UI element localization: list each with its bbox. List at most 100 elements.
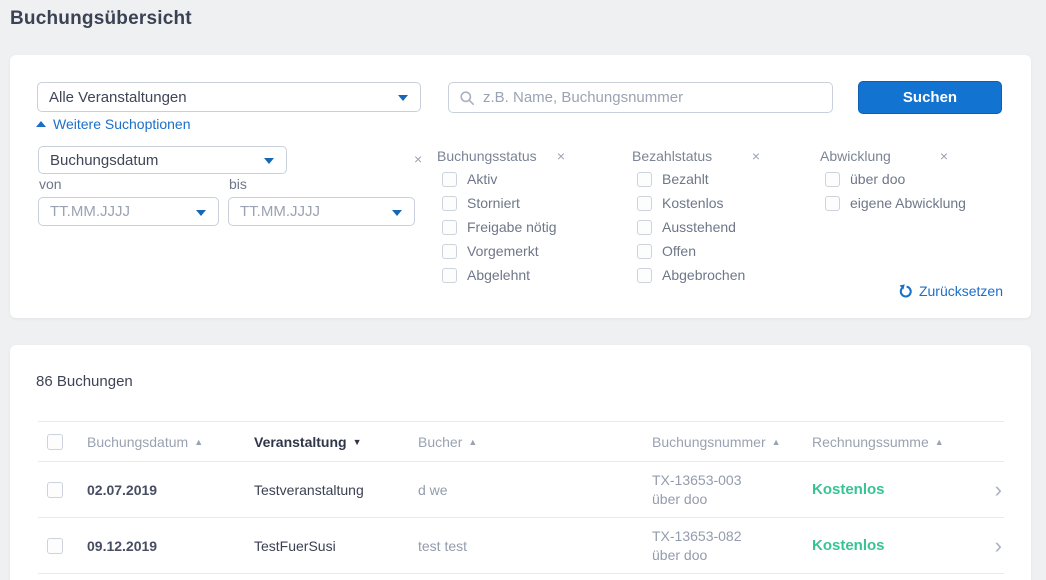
date-to-field[interactable] [228,197,415,226]
checkbox-icon[interactable] [442,267,457,283]
search-button[interactable]: Suchen [858,81,1002,114]
checkbox-icon[interactable] [442,219,457,235]
date-from-field[interactable] [38,197,219,226]
filter-group-title: Abwicklung [820,148,891,164]
search-box[interactable] [448,82,833,113]
checkbox-label: Abgebrochen [662,267,746,283]
date-from-label: von [39,176,62,192]
checkbox-icon[interactable] [637,219,652,235]
sort-up-icon: ▲ [468,436,478,447]
checkbox-ausstehend[interactable]: Ausstehend [632,215,760,239]
row-checkbox[interactable] [47,537,63,554]
checkbox-icon[interactable] [442,195,457,211]
bookings-table: Buchungsdatum ▲ Veranstaltung ▼ Bucher ▲… [38,421,1004,574]
checkbox-icon[interactable] [825,171,840,187]
more-search-options-label: Weitere Suchoptionen [53,116,191,132]
page-title: Buchungsübersicht [10,8,192,29]
checkbox-icon[interactable] [637,267,652,283]
booking-number-via: über doo [652,546,708,563]
reset-icon [899,283,912,297]
search-icon [460,90,474,105]
chevron-down-icon [196,209,206,216]
bookings-panel: 86 Buchungen Buchungsdatum ▲ Veranstaltu… [10,345,1031,580]
sort-up-icon: ▲ [934,436,944,447]
checkbox-label: Storniert [467,195,520,211]
booking-number: TX-13653-003 über doo [652,462,742,517]
checkbox-offen[interactable]: Offen [632,239,760,263]
checkbox-icon[interactable] [825,195,840,211]
checkbox-ueber-doo[interactable]: über doo [820,167,966,191]
checkbox-freigabe-noetig[interactable]: Freigabe nötig [437,215,565,239]
row-checkbox[interactable] [47,481,63,498]
remove-date-filter-icon[interactable]: × [414,151,423,167]
filter-group-title: Bezahlstatus [632,148,713,164]
search-input[interactable] [483,89,822,106]
sort-down-icon: ▼ [352,436,362,447]
checkbox-icon[interactable] [442,243,457,259]
checkbox-label: Aktiv [467,171,498,187]
booking-number-id: TX-13653-082 [652,527,742,544]
booking-date: 09.12.2019 [87,537,158,554]
sort-up-icon: ▲ [194,436,204,447]
chevron-right-icon[interactable]: › [994,476,1002,502]
date-to-label: bis [229,176,247,192]
search-filter-panel: Alle Veranstaltungen Suchen Weitere Such… [10,55,1031,318]
more-search-options-toggle[interactable]: Weitere Suchoptionen [36,116,191,132]
remove-filter-group-icon[interactable]: × [556,148,565,164]
table-row[interactable]: 09.12.2019 TestFuerSusi test test TX-136… [38,518,1004,574]
chevron-down-icon [392,209,402,216]
filter-group-bezahlstatus: Bezahlstatus × Bezahlt Kostenlos Aussteh… [632,145,760,287]
checkbox-label: Ausstehend [662,219,736,235]
filter-group-buchungsstatus: Buchungsstatus × Aktiv Storniert Freigab… [437,145,565,287]
booking-date: 02.07.2019 [87,481,158,498]
checkbox-label: Kostenlos [662,195,724,211]
checkbox-storniert[interactable]: Storniert [437,191,565,215]
sort-header-rechnungssumme[interactable]: Rechnungssumme ▲ [812,433,944,450]
checkbox-abgebrochen[interactable]: Abgebrochen [632,263,760,287]
booking-number-via: über doo [652,490,708,507]
table-row[interactable]: 02.07.2019 Testveranstaltung d we TX-136… [38,462,1004,518]
select-all-checkbox[interactable] [47,433,63,450]
booking-sum: Kostenlos [812,537,885,554]
booking-number-id: TX-13653-003 [652,471,742,488]
checkbox-bezahlt[interactable]: Bezahlt [632,167,760,191]
checkbox-icon[interactable] [637,243,652,259]
checkbox-abgelehnt[interactable]: Abgelehnt [437,263,565,287]
checkbox-eigene-abwicklung[interactable]: eigene Abwicklung [820,191,966,215]
checkbox-label: Abgelehnt [467,267,531,283]
checkbox-label: Bezahlt [662,171,709,187]
checkbox-icon[interactable] [442,171,457,187]
booking-event: Testveranstaltung [254,481,364,498]
booking-number: TX-13653-082 über doo [652,518,742,573]
chevron-right-icon[interactable]: › [994,532,1002,558]
chevron-down-icon [398,95,408,101]
bookings-count: 86 Buchungen [36,373,133,390]
checkbox-label: über doo [850,171,906,187]
date-field-value: Buchungsdatum [50,151,159,169]
checkbox-kostenlos[interactable]: Kostenlos [632,191,760,215]
sort-header-bucher[interactable]: Bucher ▲ [418,433,478,450]
checkbox-label: Offen [662,243,696,259]
remove-filter-group-icon[interactable]: × [751,148,760,164]
event-filter-select[interactable]: Alle Veranstaltungen [37,82,421,112]
checkbox-aktiv[interactable]: Aktiv [437,167,565,191]
date-from-input[interactable] [50,203,192,220]
checkbox-icon[interactable] [637,171,652,187]
table-header-row: Buchungsdatum ▲ Veranstaltung ▼ Bucher ▲… [38,421,1004,462]
sort-header-veranstaltung[interactable]: Veranstaltung ▼ [254,433,362,450]
date-field-select[interactable]: Buchungsdatum [38,146,287,174]
sort-header-buchungsnummer[interactable]: Buchungsnummer ▲ [652,433,781,450]
reset-filters-link[interactable]: Zurücksetzen [898,283,1003,299]
checkbox-vorgemerkt[interactable]: Vorgemerkt [437,239,565,263]
date-to-input[interactable] [240,203,388,220]
booking-event: TestFuerSusi [254,537,336,554]
booking-booker: d we [418,481,448,498]
remove-filter-group-icon[interactable]: × [939,148,948,164]
sort-up-icon: ▲ [771,436,781,447]
checkbox-label: Freigabe nötig [467,219,557,235]
sort-header-buchungsdatum[interactable]: Buchungsdatum ▲ [87,433,204,450]
event-filter-value: Alle Veranstaltungen [49,88,187,106]
filter-group-abwicklung: Abwicklung × über doo eigene Abwicklung [820,145,966,215]
checkbox-icon[interactable] [637,195,652,211]
booking-sum: Kostenlos [812,481,885,498]
